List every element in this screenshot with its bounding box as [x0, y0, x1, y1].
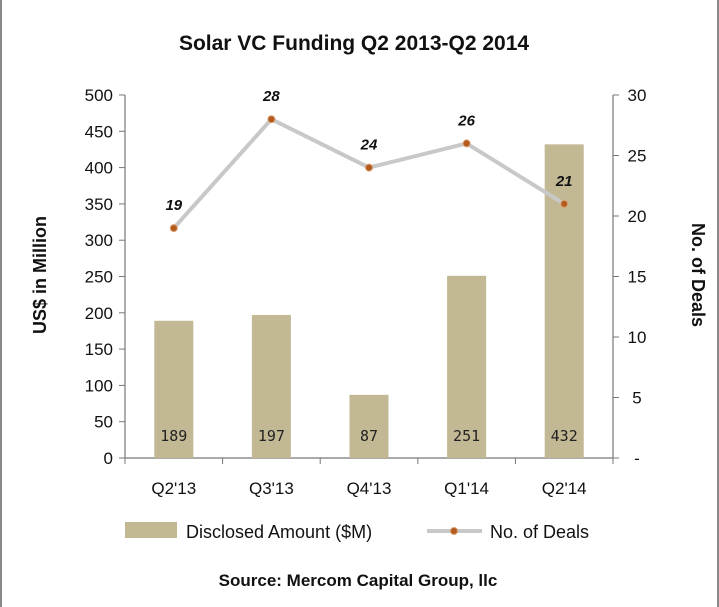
- bars-layer: [154, 144, 584, 459]
- y-tick-label: 100: [85, 376, 113, 395]
- y-tick-label: 0: [104, 449, 113, 468]
- bar-value-label: 189: [160, 427, 187, 445]
- x-tick-label: Q3'13: [249, 479, 294, 498]
- bar-value-label: 251: [453, 427, 480, 445]
- y2-axis-label: No. of Deals: [688, 223, 708, 327]
- deal-point: [365, 163, 373, 172]
- bar: [544, 144, 584, 459]
- deal-value-label: 28: [262, 88, 280, 105]
- deal-point: [462, 139, 471, 148]
- y-tick-label: 250: [85, 268, 113, 287]
- y2-tick-label: 5: [632, 389, 641, 408]
- deals-line: [172, 117, 566, 230]
- chart-title: Solar VC Funding Q2 2013-Q2 2014: [179, 32, 529, 55]
- line-layer: [169, 115, 569, 233]
- legend-line-label: No. of Deals: [490, 522, 589, 542]
- axes: 0 50 100 150 200 250 300 350 400 450 500 - 5 10 15 20 25…: [85, 86, 647, 498]
- y-tick-label: 50: [94, 413, 113, 432]
- legend-bar-label: Disclosed Amount ($M): [186, 522, 372, 542]
- deal-point: [267, 115, 276, 124]
- deal-point: [169, 224, 178, 233]
- deal-value-label: 19: [165, 197, 182, 214]
- y2-tick-label: 15: [628, 268, 647, 287]
- y2-tick-label: 25: [628, 147, 647, 166]
- legend-line-marker: [450, 527, 458, 535]
- bar: [251, 314, 291, 458]
- y-tick-label: 500: [85, 86, 113, 105]
- deal-value-label: 26: [457, 112, 475, 129]
- legend: Disclosed Amount ($M) No. of Deals: [125, 522, 589, 542]
- y-tick-label: 200: [85, 304, 113, 323]
- y-tick-label: 350: [85, 195, 113, 214]
- y2-tick-label: 20: [628, 207, 647, 226]
- bar-value-label: 87: [360, 427, 378, 445]
- bar-value-label: 432: [551, 427, 578, 445]
- x-tick-label: Q2'14: [542, 479, 587, 498]
- y2-tick-label: 30: [628, 86, 647, 105]
- y-tick-label: 150: [85, 340, 113, 359]
- bar-value-label: 197: [258, 427, 285, 445]
- deal-value-label: 21: [555, 173, 573, 190]
- y-tick-label: 400: [85, 159, 113, 178]
- x-tick-label: Q4'13: [347, 479, 392, 498]
- bar: [447, 275, 487, 458]
- x-tick-label: Q1'14: [444, 479, 489, 498]
- y2-tick-label: 10: [628, 328, 647, 347]
- x-tick-label: Q2'13: [151, 479, 196, 498]
- labels-layer: 189 197 87 251 432 19 28 24 26 21: [160, 88, 577, 445]
- legend-bar-swatch: [125, 522, 177, 538]
- source-note: Source: Mercom Capital Group, llc: [219, 571, 498, 590]
- y-axis-label: US$ in Million: [30, 216, 50, 334]
- bar: [154, 320, 194, 458]
- deal-value-label: 24: [360, 137, 378, 154]
- y-tick-label: 450: [85, 122, 113, 141]
- y-tick-label: 300: [85, 231, 113, 250]
- deal-point: [560, 199, 569, 208]
- bar: [349, 394, 389, 458]
- y2-tick-label: -: [634, 449, 640, 468]
